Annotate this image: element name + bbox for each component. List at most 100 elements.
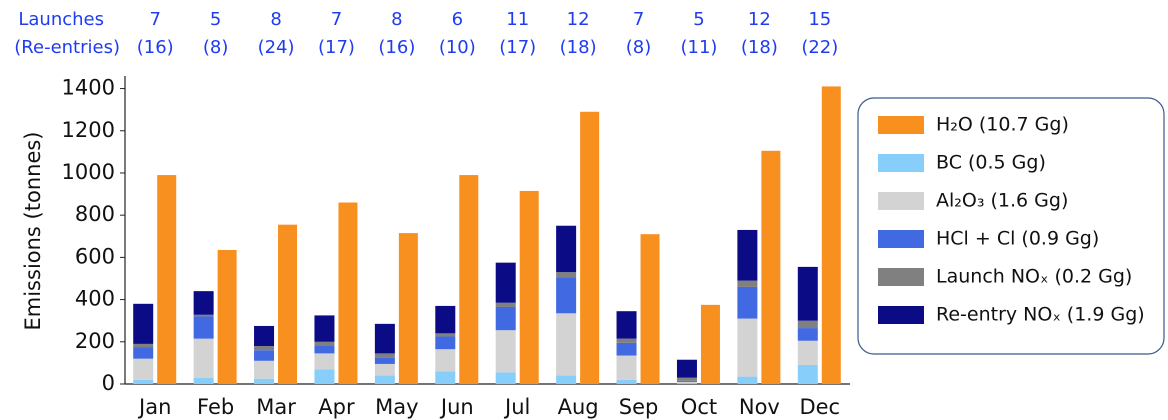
launch-count: 7 (633, 9, 644, 30)
launch-count: 11 (506, 9, 529, 30)
stacked-bar-segment (435, 305, 456, 334)
stacked-bar-segment (676, 377, 697, 381)
x-tick-label: Apr (318, 395, 355, 419)
launch-count: 12 (748, 9, 771, 30)
y-tick-label: 1400 (62, 76, 115, 100)
legend-box (857, 97, 1165, 355)
launch-count: 7 (149, 9, 160, 30)
stacked-bar-segment (556, 225, 577, 273)
bar (519, 190, 539, 384)
bar (157, 175, 177, 384)
stacked-bar-segment (737, 280, 758, 287)
bar (459, 175, 479, 384)
launch-count: 5 (210, 9, 221, 30)
y-tick-label: 400 (75, 287, 115, 311)
y-tick-label: 600 (75, 244, 115, 268)
stacked-bar-segment (495, 306, 516, 331)
stacked-bar-segment (616, 355, 637, 380)
stacked-bar-segment (374, 353, 395, 358)
x-tick-label: Aug (558, 395, 599, 419)
launch-count: 6 (452, 9, 463, 30)
legend-swatch (878, 306, 924, 324)
stacked-bar-segment (374, 323, 395, 354)
stacked-bar-segment (797, 328, 818, 341)
reentry-count: (10) (439, 37, 476, 58)
reentry-count: (16) (137, 37, 174, 58)
reentry-count: (17) (318, 37, 355, 58)
legend-label: BC (0.5 Gg) (936, 152, 1046, 174)
y-tick-label: 800 (75, 202, 115, 226)
bar (761, 150, 781, 384)
stacked-bar-segment (737, 286, 758, 319)
x-tick-label: Mar (256, 395, 296, 419)
reentry-count: (8) (626, 37, 652, 58)
stacked-bar-segment (737, 376, 758, 384)
stacked-bar-segment (314, 346, 335, 354)
stacked-bar-segment (193, 291, 214, 315)
stacked-bar-segment (676, 380, 697, 382)
stacked-bar-segment (556, 313, 577, 376)
stacked-bar-segment (374, 375, 395, 384)
stacked-bar-segment (254, 346, 275, 351)
stacked-bar-segment (193, 314, 214, 317)
reentry-count: (8) (203, 37, 229, 58)
stacked-bar-segment (314, 369, 335, 384)
y-tick-label: 1000 (62, 160, 115, 184)
stacked-bar-segment (797, 320, 818, 329)
stacked-bar-segment (254, 360, 275, 379)
stacked-bar-segment (133, 347, 154, 359)
legend-swatch (878, 268, 924, 286)
bar (217, 249, 237, 384)
launches-label: Launches (18, 9, 104, 30)
stacked-bar-segment (676, 381, 697, 383)
launch-count: 12 (567, 9, 590, 30)
legend-label: H₂O (10.7 Gg) (936, 114, 1069, 136)
bar (640, 234, 660, 384)
x-tick-label: Feb (197, 395, 234, 419)
stacked-bar-segment (495, 330, 516, 373)
bar (398, 233, 418, 384)
reentry-count: (18) (560, 37, 597, 58)
stacked-bar-segment (737, 229, 758, 281)
reentry-count: (18) (741, 37, 778, 58)
stacked-bar-segment (193, 377, 214, 384)
stacked-bar-segment (193, 316, 214, 339)
launch-count: 15 (808, 9, 831, 30)
stacked-bar-segment (435, 371, 456, 384)
stacked-bar-segment (797, 266, 818, 321)
stacked-bar-segment (797, 365, 818, 384)
launch-count: 8 (391, 9, 402, 30)
stacked-bar-segment (556, 272, 577, 278)
stacked-bar-segment (495, 372, 516, 384)
stacked-bar-segment (314, 315, 335, 342)
stacked-bar-segment (556, 375, 577, 384)
reentries-label: (Re-entries) (14, 37, 120, 58)
stacked-bar-segment (133, 358, 154, 380)
stacked-bar-segment (254, 378, 275, 384)
stacked-bar-segment (616, 342, 637, 356)
stacked-bar-segment (133, 303, 154, 344)
x-tick-label: Jun (439, 395, 474, 419)
x-tick-label: Jan (137, 395, 171, 419)
legend-label: Re-entry NOₓ (1.9 Gg) (936, 304, 1145, 326)
stacked-bar-segment (133, 343, 154, 348)
x-tick-label: Dec (799, 395, 840, 419)
stacked-bar-segment (435, 349, 456, 372)
stacked-bar-segment (676, 382, 697, 384)
reentry-count: (24) (258, 37, 295, 58)
stacked-bar-segment (556, 277, 577, 314)
stacked-bar-segment (676, 359, 697, 378)
stacked-bar-segment (133, 379, 154, 384)
stacked-bar-segment (435, 333, 456, 337)
reentry-count: (22) (801, 37, 838, 58)
legend-swatch (878, 230, 924, 248)
y-tick-label: 1200 (62, 118, 115, 142)
x-tick-label: Jul (503, 395, 530, 419)
y-tick-label: 200 (75, 329, 115, 353)
stacked-bar-segment (435, 336, 456, 350)
y-axis-label: Emissions (tonnes) (21, 132, 45, 331)
x-tick-label: Sep (619, 395, 659, 419)
stacked-bar-segment (374, 357, 395, 364)
